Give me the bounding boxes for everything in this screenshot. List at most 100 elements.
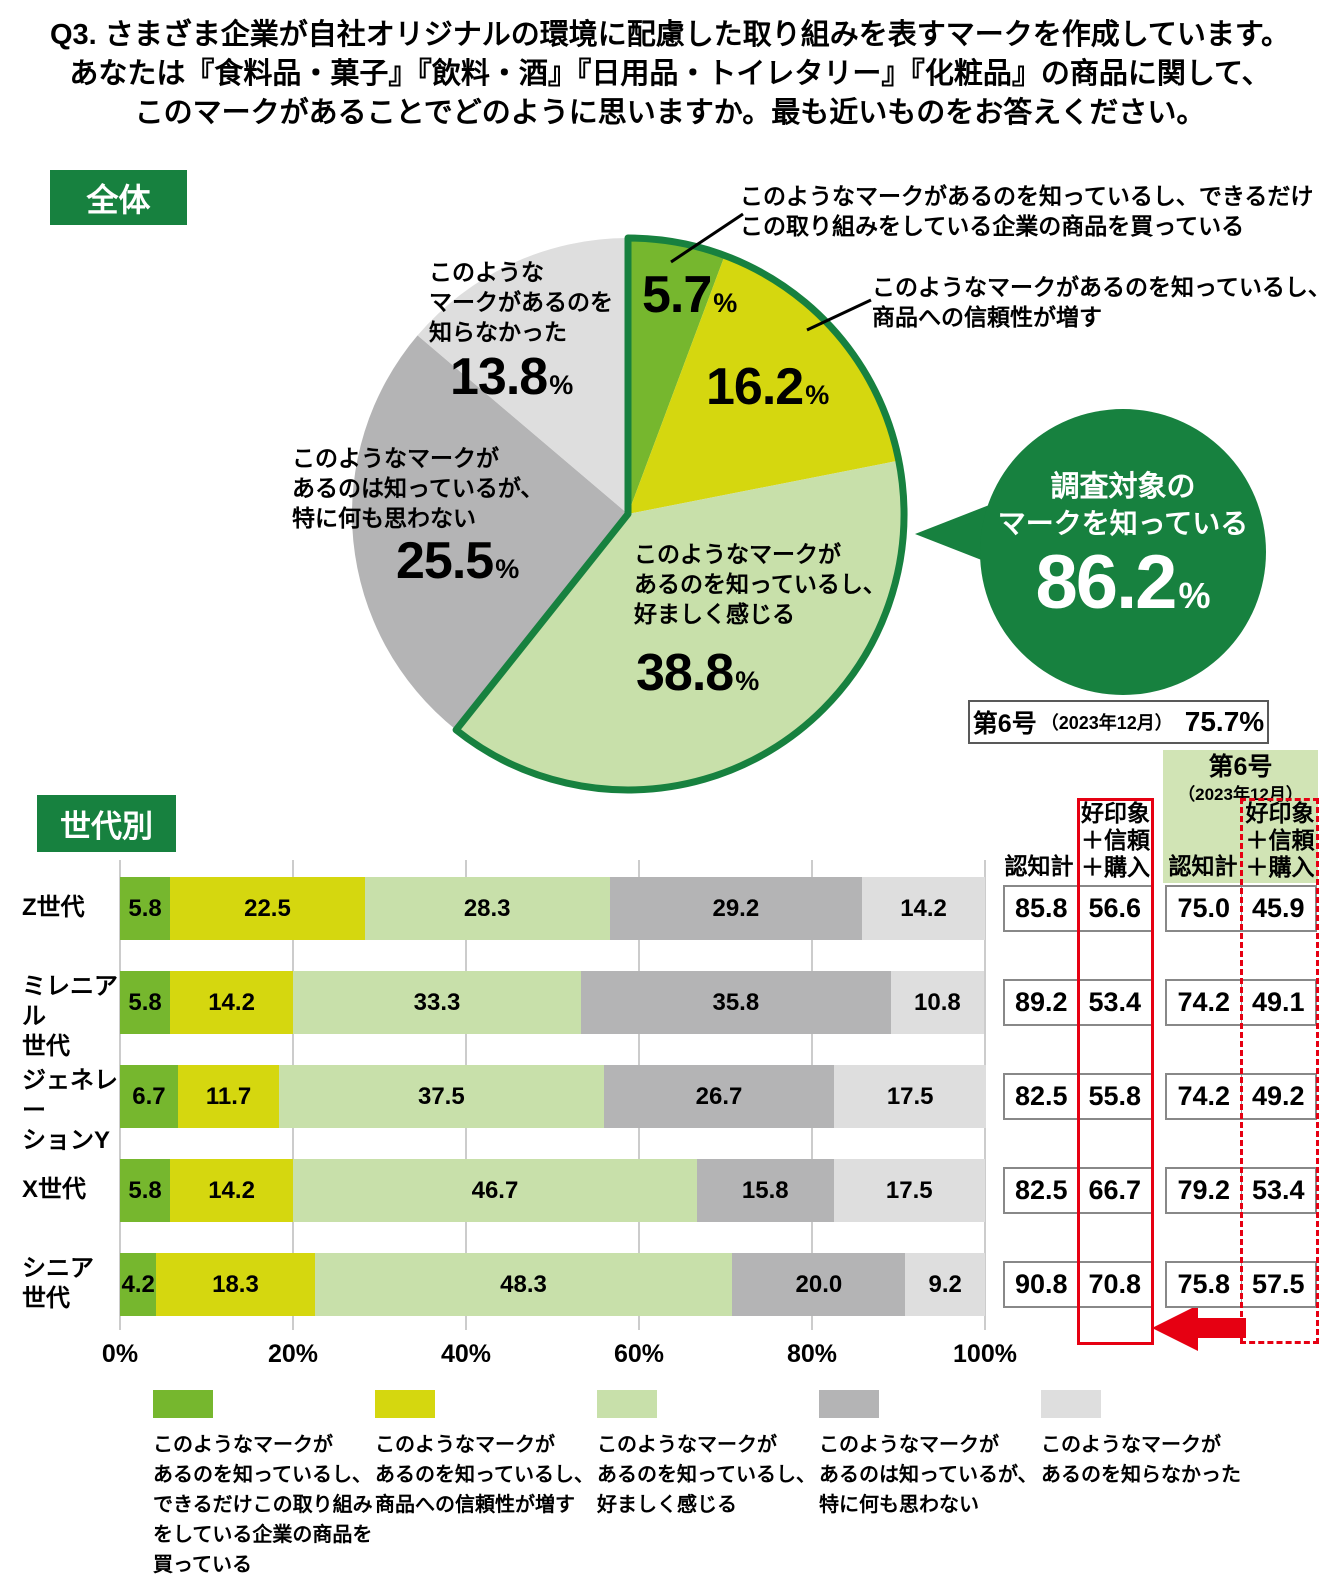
table-previous-row-1-recognition: 74.2 xyxy=(1177,987,1231,1017)
pie-group-outline xyxy=(452,234,908,794)
table-current-row-0-favorable: 56.6 xyxy=(1077,887,1152,930)
bar-segment-value: 22.5 xyxy=(244,894,291,922)
pie-slice-4 xyxy=(417,238,628,514)
table-previous-row-2-recognition: 74.2 xyxy=(1177,1081,1231,1111)
bar-segment: 37.5 xyxy=(279,1065,604,1128)
pie-value-favor: 38.8% xyxy=(636,646,759,700)
bar-segment: 9.2 xyxy=(905,1253,985,1316)
bar-segment-value: 29.2 xyxy=(712,894,760,922)
legend-swatch-4 xyxy=(1041,1390,1101,1418)
awareness-bubble-line2: マークを知っている xyxy=(997,508,1249,539)
bar-segment: 6.7 xyxy=(120,1065,178,1128)
callout-line-buy xyxy=(670,212,744,264)
table-prev-edition: 第6号 xyxy=(1208,753,1273,781)
pie-value-neutral-unit: % xyxy=(495,554,520,584)
x-tick-label-80: 80% xyxy=(786,1340,838,1368)
bar-segment-value: 20.0 xyxy=(795,1270,843,1298)
previous-survey-edition: 第6号 xyxy=(972,710,1037,738)
bar-segment-value: 18.3 xyxy=(212,1270,259,1298)
bar-segment: 5.8 xyxy=(120,1159,171,1222)
awareness-bubble-value: 86.2% xyxy=(988,542,1258,624)
table-current-row-2: 82.5 55.8 xyxy=(1003,1073,1153,1120)
table-previous-row-4-recognition: 75.8 xyxy=(1177,1269,1231,1299)
bar-row-3: 5.8 14.2 46.7 15.8 17.5 xyxy=(120,1159,985,1222)
bar-segment: 35.8 xyxy=(581,971,891,1034)
bar-segment-value: 46.7 xyxy=(471,1176,519,1204)
bar-segment: 5.8 xyxy=(120,971,171,1034)
bar-segment: 20.0 xyxy=(732,1253,906,1316)
bar-segment-value: 35.8 xyxy=(712,988,760,1016)
pie-value-trust-unit: % xyxy=(805,380,830,410)
pie-slice-3 xyxy=(352,335,628,730)
current-favorable-highlight-box xyxy=(1077,798,1154,1345)
overall-section-badge: 全体 xyxy=(50,170,187,225)
bar-row-0: 5.8 22.5 28.3 29.2 14.2 xyxy=(120,877,985,940)
pie-label-neutral: このようなマークが あるのは知っているが、 特に何も思わない xyxy=(292,445,544,531)
previous-favorable-highlight-box xyxy=(1240,798,1319,1344)
bar-category-label: X世代 xyxy=(22,1176,87,1203)
bar-segment: 14.2 xyxy=(170,1159,293,1222)
pie-value-buy-number: 5.7 xyxy=(642,266,712,324)
pie-label-trust: このようなマークがあるのを知っているし、 商品への信頼性が増す xyxy=(872,274,1331,330)
table-col-recognition-previous: 認知計 xyxy=(1168,853,1238,879)
legend-label-2: このようなマークが あるのを知っているし、 好ましく感じる xyxy=(597,1434,816,1516)
bar-segment: 5.8 xyxy=(120,877,171,940)
table-compare-arrow-icon xyxy=(1152,1305,1246,1351)
legend-label-0: このようなマークが あるのを知っているし、 できるだけこの取り組み をしている企… xyxy=(153,1434,373,1576)
bar-category-label: シニア 世代 xyxy=(22,1255,94,1312)
table-current-row-4-recognition: 90.8 xyxy=(1014,1269,1068,1299)
table-current-row-1-recognition: 89.2 xyxy=(1014,987,1068,1017)
bar-segment-value: 17.5 xyxy=(885,1176,933,1204)
pie-value-neutral-number: 25.5 xyxy=(396,532,494,590)
pie-slice-0 xyxy=(628,238,725,514)
bar-segment: 10.8 xyxy=(890,971,985,1034)
bar-segment-value: 14.2 xyxy=(208,1176,255,1204)
bar-segment: 29.2 xyxy=(609,877,863,940)
bar-segment-value: 28.3 xyxy=(463,894,511,922)
x-tick-label-60: 60% xyxy=(613,1340,665,1368)
question-title-line3: このマークがあることでどのように思いますか。最も近いものをお答えください。 xyxy=(134,97,1206,129)
bar-segment-value: 10.8 xyxy=(914,988,961,1016)
pie-value-trust: 16.2% xyxy=(706,360,829,414)
bar-segment: 26.7 xyxy=(603,1065,835,1128)
question-title-line2: あなたは『食料品・菓子』『飲料・酒』『日用品・トイレタリー』『化粧品』の商品に関… xyxy=(69,58,1271,90)
bar-row-1: 5.8 14.2 33.3 35.8 10.8 xyxy=(120,971,985,1034)
bar-segment: 4.2 xyxy=(120,1253,157,1316)
bar-segment-value: 48.3 xyxy=(500,1270,547,1298)
x-tick-label-0: 0% xyxy=(101,1340,139,1368)
bar-segment-value: 11.7 xyxy=(205,1082,252,1110)
bar-segment: 22.5 xyxy=(170,877,365,940)
awareness-bubble-text: 調査対象の マークを知っている 86.2% xyxy=(988,468,1258,624)
table-previous-row-0-recognition: 75.0 xyxy=(1177,893,1231,923)
table-col-favorable-current: 好印象 ＋信頼 ＋購入 xyxy=(1081,800,1150,880)
table-col-recognition-current: 認知計 xyxy=(1004,853,1074,879)
bar-segment-value: 14.2 xyxy=(208,988,255,1016)
legend-swatch-3 xyxy=(819,1390,879,1418)
bar-segment: 17.5 xyxy=(834,1065,986,1128)
pie-value-trust-number: 16.2 xyxy=(706,358,804,416)
previous-survey-value: 75.7% xyxy=(1184,706,1265,737)
bar-segment-value: 6.7 xyxy=(132,1082,166,1110)
bar-segment-value: 9.2 xyxy=(928,1270,962,1298)
bar-segment-value: 33.3 xyxy=(413,988,461,1016)
bar-segment-value: 14.2 xyxy=(900,894,947,922)
legend-label-3: このようなマークが あるのは知っているが、 特に何も思わない xyxy=(819,1434,1038,1516)
bar-segment-value: 5.8 xyxy=(128,894,162,922)
pie-value-neutral: 25.5% xyxy=(396,534,519,588)
bar-segment: 48.3 xyxy=(314,1253,733,1316)
bar-segment-value: 37.5 xyxy=(417,1082,465,1110)
table-current-row-3-recognition: 82.5 xyxy=(1014,1175,1068,1205)
bar-segment-value: 26.7 xyxy=(695,1082,743,1110)
previous-survey-box: 第6号 （2023年12月） 75.7% xyxy=(968,700,1269,744)
pie-label-favor: このようなマークが あるのを知っているし、 好ましく感じる xyxy=(634,541,886,627)
question-title: Q3. さまざま企業が自社オリジナルの環境に配慮した取り組みを表すマークを作成し… xyxy=(0,16,1340,133)
bar-category-label: Z世代 xyxy=(22,894,85,921)
pie-label-buy: このようなマークがあるのを知っているし、できるだけ この取り組みをしている企業の… xyxy=(740,183,1314,239)
bar-segment: 17.5 xyxy=(833,1159,985,1222)
bar-segment: 15.8 xyxy=(696,1159,834,1222)
bar-segment: 14.2 xyxy=(862,877,985,940)
legend-swatch-0 xyxy=(153,1390,213,1418)
awareness-bubble-line1: 調査対象の xyxy=(1050,471,1196,503)
